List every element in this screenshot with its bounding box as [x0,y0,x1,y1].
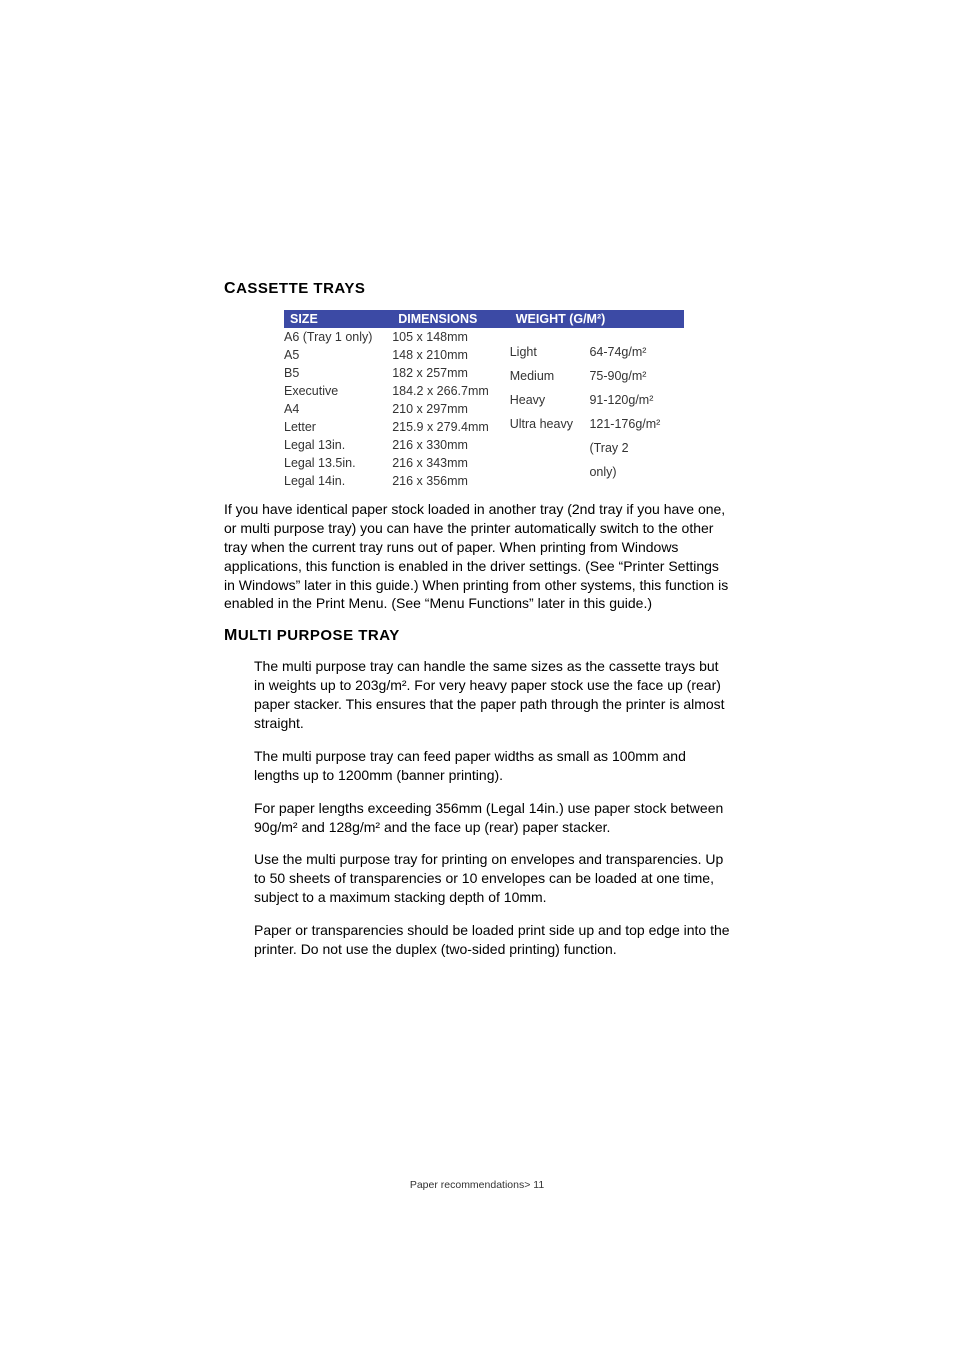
cell-dim: 210 x 297mm [392,400,510,418]
table-row: A6 (Tray 1 only) 105 x 148mm Light 64-74… [284,328,684,346]
weight-value: 75-90g/m² [589,364,678,388]
weight-value: 64-74g/m² [589,340,678,364]
cell-size: Executive [284,382,392,400]
col-weight: WEIGHT (G/M²) [510,310,684,328]
heading-rest2: TRAYS [313,280,365,297]
page-footer: Paper recommendations> 11 [0,1179,954,1191]
cell-dim: 216 x 343mm [392,454,510,472]
multi-paragraph: Paper or transparencies should be loaded… [224,921,730,959]
weight-label: Ultra heavy [510,412,590,436]
weight-value: 91-120g/m² [589,388,678,412]
cell-weight: Light 64-74g/m² Medium 75-90g/m² Heavy 9… [510,328,684,490]
cell-size: B5 [284,364,392,382]
cassette-paragraph: If you have identical paper stock loaded… [224,500,730,613]
cell-dim: 105 x 148mm [392,328,510,346]
heading-letter: M [224,627,238,644]
heading-rest3: TRAY [358,627,399,644]
cell-dim: 216 x 330mm [392,436,510,454]
cell-size: A4 [284,400,392,418]
paper-size-table: SIZE DIMENSIONS WEIGHT (G/M²) A6 (Tray 1… [284,310,684,490]
heading-letter: C [224,280,236,297]
multi-paragraph: For paper lengths exceeding 356mm (Legal… [224,799,730,837]
weight-label: Medium [510,364,590,388]
heading-rest: ULTI [238,627,272,644]
cell-size: A5 [284,346,392,364]
cell-size: Legal 14in. [284,472,392,490]
weight-subtable: Light 64-74g/m² Medium 75-90g/m² Heavy 9… [510,330,678,484]
col-dimensions: DIMENSIONS [392,310,510,328]
weight-label: Heavy [510,388,590,412]
weight-value: 121-176g/m² [589,412,678,436]
cell-size: Letter [284,418,392,436]
multi-paragraph: Use the multi purpose tray for printing … [224,850,730,907]
cell-dim: 216 x 356mm [392,472,510,490]
cell-size: Legal 13.5in. [284,454,392,472]
heading-cassette-trays: CASSETTE TRAYS [224,280,730,298]
weight-note: only) [589,460,678,484]
heading-multi-purpose-tray: MULTI PURPOSE TRAY [224,627,730,645]
cell-size: Legal 13in. [284,436,392,454]
cell-dim: 182 x 257mm [392,364,510,382]
cell-dim: 215.9 x 279.4mm [392,418,510,436]
page: CASSETTE TRAYS SIZE DIMENSIONS WEIGHT (G… [0,0,954,1351]
weight-note: (Tray 2 [589,436,678,460]
weight-label: Light [510,340,590,364]
cell-dim: 184.2 x 266.7mm [392,382,510,400]
multi-paragraph: The multi purpose tray can feed paper wi… [224,747,730,785]
heading-rest: ASSETTE [236,280,309,297]
col-size: SIZE [284,310,392,328]
cell-dim: 148 x 210mm [392,346,510,364]
heading-rest2: PURPOSE [277,627,354,644]
multi-paragraph: The multi purpose tray can handle the sa… [224,657,730,733]
cell-size: A6 (Tray 1 only) [284,328,392,346]
paper-size-table-wrap: SIZE DIMENSIONS WEIGHT (G/M²) A6 (Tray 1… [224,310,730,490]
